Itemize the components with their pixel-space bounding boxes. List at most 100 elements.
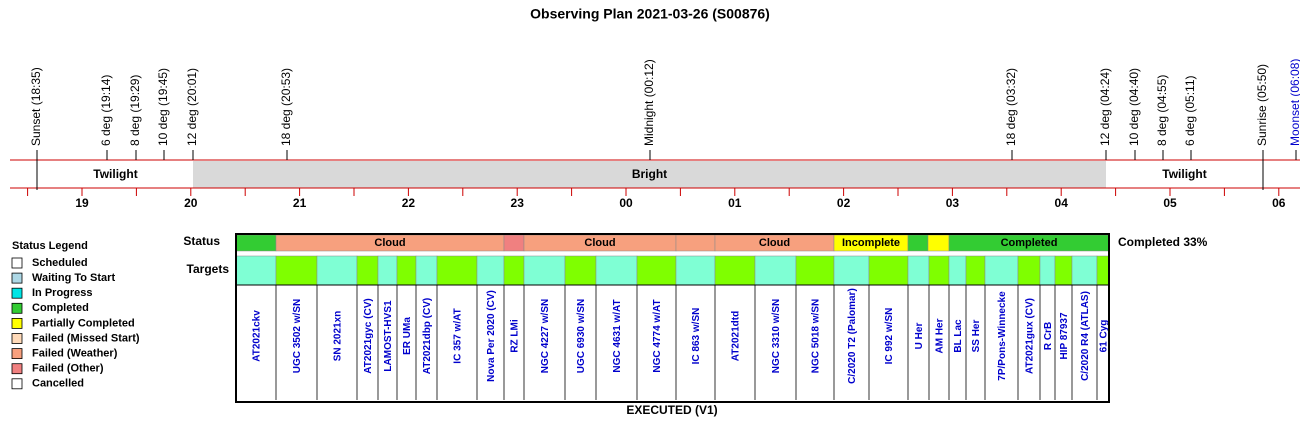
target-name: AT2021gyc (CV) (363, 298, 374, 373)
hour-label: 00 (619, 196, 633, 210)
legend-swatch (11, 272, 23, 284)
event-label: Midnight (00:12) (642, 59, 656, 146)
target-cell (564, 255, 597, 286)
target-name: NGC 4631 w/AT (612, 299, 623, 372)
target-cell (868, 255, 909, 286)
target-name: 7P/Pons-Winnecke (997, 291, 1008, 381)
footer: EXECUTED (V1) (626, 403, 717, 417)
target-name: AT2021dbp (CV) (422, 298, 433, 375)
target-name: 61 Cyg (1099, 320, 1110, 353)
target-cell (476, 255, 505, 286)
target-cell (316, 255, 358, 286)
band-label: Twilight (93, 167, 137, 181)
target-cell (235, 255, 277, 286)
status-segment (927, 234, 950, 252)
target-name: UGC 3502 w/SN (292, 299, 303, 373)
target-name: AT2021ckv (252, 310, 263, 362)
hour-label: 21 (293, 196, 307, 210)
event-label: 6 deg (05:11) (1183, 76, 1197, 147)
legend-swatch (11, 317, 23, 329)
target-cell (965, 255, 986, 286)
hour-label: 06 (1272, 196, 1286, 210)
band (193, 161, 1106, 188)
executed-box (235, 233, 1110, 403)
hour-label: 03 (946, 196, 960, 210)
band (38, 161, 193, 188)
legend-item: Failed (Other) (32, 363, 104, 375)
target-name: R CrB (1043, 322, 1054, 350)
band (1106, 161, 1263, 188)
event-label: 10 deg (04:40) (1127, 68, 1141, 146)
targets-label: Targets (187, 262, 230, 276)
legend-item: In Progress (32, 287, 93, 299)
target-cell (675, 255, 716, 286)
event-label: Moonset (06:08) (1288, 59, 1300, 146)
target-name: BL Lac (953, 319, 964, 353)
hour-label: 20 (184, 196, 198, 210)
hour-label: 05 (1163, 196, 1177, 210)
target-name: HIP 87937 (1059, 312, 1070, 360)
status-label: Status (183, 234, 220, 248)
target-name: AM Her (935, 318, 946, 353)
status-text: Cloud (759, 237, 790, 249)
legend-item: Failed (Weather) (32, 348, 118, 360)
legend-swatch (11, 333, 23, 344)
title: Observing Plan 2021-03-26 (S00876) (530, 6, 770, 22)
legend-swatch (11, 302, 23, 314)
target-cell (415, 255, 438, 286)
target-cell (984, 255, 1019, 286)
legend-title: Status Legend (12, 240, 88, 252)
target-name: AT2021gux (CV) (1025, 298, 1036, 374)
legend-swatch (11, 363, 23, 375)
target-cell (396, 255, 417, 286)
target-name: RZ LMi (510, 319, 521, 353)
status-text: Completed (1001, 237, 1058, 249)
target-cell (595, 255, 638, 286)
target-name: Nova Per 2020 (CV) (486, 290, 497, 382)
hour-label: 19 (75, 196, 89, 210)
status-text: Cloud (374, 237, 405, 249)
target-name: C/2020 R4 (ATLAS) (1080, 291, 1091, 381)
target-name: IC 992 w/SN (884, 308, 895, 365)
target-name: IC 357 w/AT (453, 308, 464, 363)
legend-swatch (11, 257, 23, 269)
event-label: 8 deg (04:55) (1155, 75, 1169, 146)
event-label: Sunrise (05:50) (1255, 64, 1269, 146)
legend-item: Scheduled (32, 257, 88, 269)
legend-swatch (11, 348, 23, 360)
legend-item: Waiting To Start (32, 272, 115, 284)
event-label: 6 deg (19:14) (99, 75, 113, 146)
hour-label: 01 (728, 196, 742, 210)
target-name: U Her (914, 323, 925, 350)
target-name: AT2021dtd (731, 311, 742, 361)
target-cell (523, 255, 566, 286)
target-cell (1054, 255, 1073, 286)
event-label: 10 deg (19:45) (156, 68, 170, 146)
target-name: NGC 5018 w/SN (811, 299, 822, 373)
legend-item: Cancelled (32, 378, 84, 390)
status-segment (235, 234, 277, 252)
target-cell (795, 255, 835, 286)
target-name: LAMOST-HVS1 (383, 300, 394, 372)
target-cell (1071, 255, 1098, 286)
target-name: IC 863 w/SN (691, 308, 702, 365)
target-cell (928, 255, 950, 286)
target-cell (275, 255, 318, 286)
legend-swatch (11, 287, 23, 299)
hour-label: 23 (511, 196, 525, 210)
target-cell (503, 255, 525, 286)
target-cell (1039, 255, 1056, 286)
event-label: Sunset (18:35) (29, 67, 43, 146)
target-cell (714, 255, 756, 286)
status-text: Cloud (584, 237, 615, 249)
status-text: Incomplete (842, 237, 900, 249)
target-name: C/2020 T2 (Palomar) (847, 288, 858, 384)
target-name: SN 2021xn (333, 311, 344, 362)
status-summary: Completed 33% (1118, 235, 1208, 249)
target-name: SS Her (971, 319, 982, 352)
hour-label: 02 (837, 196, 851, 210)
hour-label: 04 (1055, 196, 1069, 210)
target-cell (636, 255, 677, 286)
